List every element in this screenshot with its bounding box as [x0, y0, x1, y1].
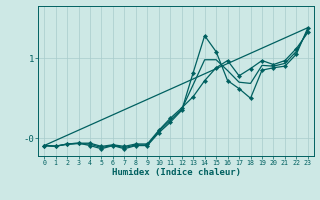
X-axis label: Humidex (Indice chaleur): Humidex (Indice chaleur)	[111, 168, 241, 177]
